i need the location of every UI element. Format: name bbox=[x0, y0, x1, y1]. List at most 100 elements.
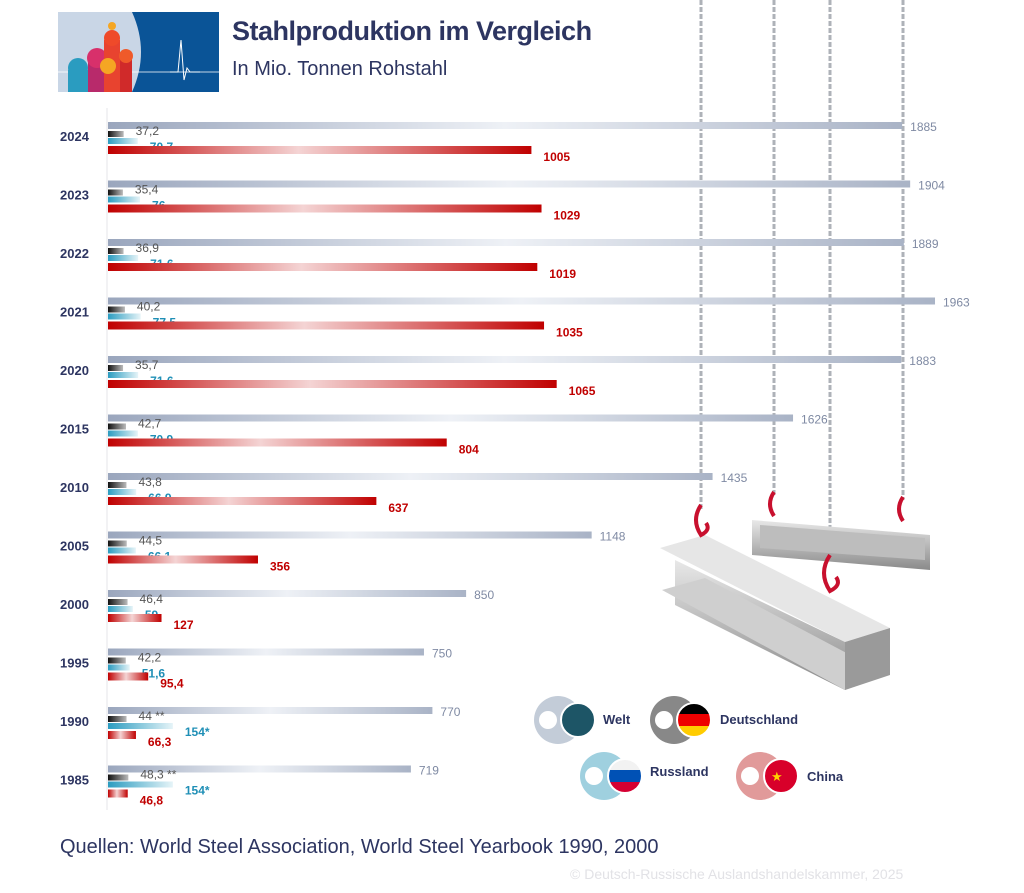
bar-russland bbox=[108, 547, 136, 554]
year-label: 2000 bbox=[60, 597, 89, 612]
logo bbox=[58, 12, 219, 92]
legend-item-china: ★ bbox=[736, 752, 799, 800]
bar-welt bbox=[108, 531, 592, 539]
hooks-illustration bbox=[694, 490, 905, 594]
value-label-russland: 154* bbox=[185, 784, 210, 798]
value-label-welt: 1626 bbox=[801, 413, 828, 427]
value-label-welt: 1889 bbox=[912, 237, 939, 251]
value-label-welt: 1885 bbox=[910, 120, 937, 134]
page-title: Stahlproduktion im Vergleich bbox=[232, 16, 592, 46]
china-flag-icon bbox=[763, 758, 799, 794]
bar-russland bbox=[108, 255, 139, 261]
bar-russland bbox=[108, 138, 138, 144]
value-label-deutschland: 42,7 bbox=[138, 417, 162, 431]
bar-china bbox=[108, 380, 557, 388]
bar-deutschland bbox=[108, 482, 127, 488]
bar-russland bbox=[108, 664, 130, 671]
bar-welt bbox=[108, 239, 904, 246]
value-label-china: 356 bbox=[270, 560, 290, 574]
bar-welt bbox=[108, 414, 794, 422]
value-label-welt: 850 bbox=[474, 588, 494, 602]
year-label: 2020 bbox=[60, 363, 89, 378]
legend-label-russland: Russland bbox=[650, 764, 709, 779]
value-label-welt: 770 bbox=[440, 705, 460, 719]
bar-welt bbox=[108, 707, 433, 714]
bar-russland bbox=[108, 723, 173, 729]
year-label: 2005 bbox=[60, 539, 89, 554]
bar-china bbox=[108, 321, 545, 330]
value-label-china: 637 bbox=[388, 501, 408, 515]
source-note: Quellen: World Steel Association, World … bbox=[60, 836, 659, 858]
svg-text:★: ★ bbox=[771, 769, 783, 784]
value-label-welt: 1435 bbox=[721, 471, 748, 485]
bar-deutschland bbox=[108, 657, 126, 664]
bar-russland bbox=[108, 781, 173, 788]
value-label-welt: 1963 bbox=[943, 296, 970, 310]
value-label-china: 804 bbox=[459, 443, 479, 457]
year-label: 2015 bbox=[60, 422, 89, 437]
value-label-deutschland: 40,2 bbox=[137, 300, 161, 314]
value-label-welt: 1904 bbox=[918, 179, 945, 193]
russia-flag-icon bbox=[607, 758, 643, 794]
bar-welt bbox=[108, 180, 911, 188]
value-label-deutschland: 48,3 ** bbox=[140, 768, 176, 782]
bar-welt bbox=[108, 765, 411, 773]
bar-deutschland bbox=[108, 716, 127, 722]
year-label: 1995 bbox=[60, 656, 89, 671]
value-label-deutschland: 42,2 bbox=[138, 651, 162, 665]
legend-item-deutschland bbox=[650, 696, 712, 744]
value-label-welt: 1883 bbox=[909, 354, 936, 368]
bar-russland bbox=[108, 372, 139, 378]
value-label-deutschland: 35,7 bbox=[135, 358, 159, 372]
bar-deutschland bbox=[108, 131, 124, 137]
year-label: 2023 bbox=[60, 188, 89, 203]
bar-china bbox=[108, 731, 136, 739]
copyright: © Deutsch-Russische Auslandshandelskamme… bbox=[570, 866, 904, 882]
value-label-china: 1065 bbox=[569, 384, 596, 398]
bar-welt bbox=[108, 473, 713, 480]
bar-china bbox=[108, 263, 538, 271]
legend-label-welt: Welt bbox=[603, 712, 631, 727]
value-label-welt: 750 bbox=[432, 647, 452, 661]
steel-beams-illustration bbox=[660, 520, 930, 690]
bar-deutschland bbox=[108, 540, 127, 547]
bar-deutschland bbox=[108, 774, 129, 781]
legend-label-deutschland: Deutschland bbox=[720, 712, 799, 727]
value-label-china: 1019 bbox=[549, 267, 576, 281]
bar-welt bbox=[108, 590, 467, 597]
year-label: 2024 bbox=[60, 129, 90, 144]
year-label: 1990 bbox=[60, 714, 89, 729]
year-label: 2021 bbox=[60, 305, 89, 320]
bar-russland bbox=[108, 430, 138, 437]
value-label-deutschland: 44,5 bbox=[139, 534, 163, 548]
bars-group: 2024188537,270,710052023190435,476102920… bbox=[60, 120, 970, 808]
value-label-deutschland: 36,9 bbox=[136, 241, 160, 255]
bar-china bbox=[108, 555, 258, 564]
value-label-deutschland: 44 ** bbox=[139, 709, 165, 723]
bar-deutschland bbox=[108, 365, 124, 371]
value-label-deutschland: 37,2 bbox=[136, 124, 160, 138]
value-label-russland: 154* bbox=[185, 725, 210, 739]
bar-russland bbox=[108, 313, 141, 320]
bar-deutschland bbox=[108, 599, 128, 605]
legend: ★ bbox=[534, 696, 799, 800]
value-label-china: 95,4 bbox=[160, 677, 184, 691]
value-label-deutschland: 43,8 bbox=[138, 475, 162, 489]
bar-welt bbox=[108, 122, 903, 129]
bar-deutschland bbox=[108, 189, 123, 196]
chains-illustration bbox=[699, 0, 905, 560]
value-label-china: 46,8 bbox=[140, 794, 164, 808]
bar-welt bbox=[108, 297, 936, 305]
bar-china bbox=[108, 146, 532, 154]
bar-welt bbox=[108, 356, 902, 363]
value-label-deutschland: 35,4 bbox=[135, 183, 159, 197]
bar-china bbox=[108, 672, 149, 681]
value-label-china: 1035 bbox=[556, 326, 583, 340]
value-label-deutschland: 46,4 bbox=[140, 592, 164, 606]
value-label-china: 127 bbox=[174, 618, 194, 632]
year-label: 1985 bbox=[60, 773, 89, 788]
page-subtitle: In Mio. Tonnen Rohstahl bbox=[232, 58, 448, 80]
value-label-china: 66,3 bbox=[148, 735, 172, 749]
bar-china bbox=[108, 204, 542, 213]
